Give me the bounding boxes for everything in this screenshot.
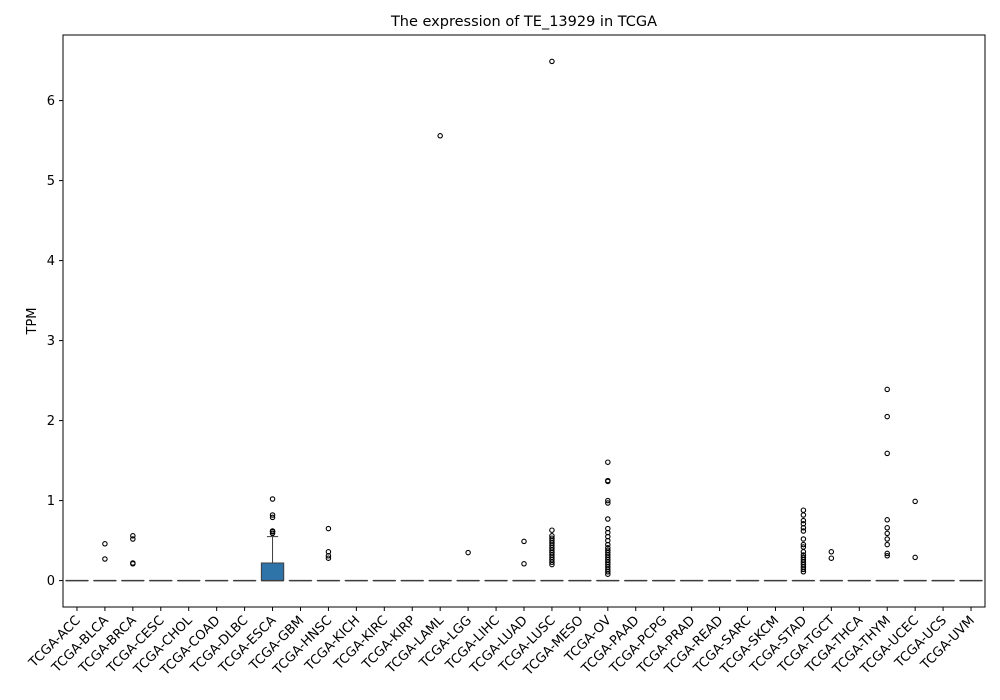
outlier-point (884, 413, 890, 420)
outlier-point (465, 549, 471, 556)
outlier-point (800, 541, 807, 548)
outlier-point (549, 561, 555, 568)
chart-title: The expression of TE_13929 in TCGA (390, 14, 657, 30)
outlier-point (828, 549, 835, 555)
outlier-point (800, 528, 807, 534)
outlier-point (884, 541, 890, 548)
outlier-point (800, 566, 807, 573)
outlier-point (800, 569, 807, 575)
outlier-point (102, 541, 108, 547)
y-tick-label: 0 (47, 574, 55, 589)
outlier-point (605, 500, 611, 506)
outlier-point (884, 517, 890, 523)
y-tick-label: 2 (47, 414, 55, 429)
outlier-point (325, 525, 332, 532)
outlier-point (269, 512, 276, 518)
outlier-point (605, 571, 611, 577)
outlier-point (269, 530, 276, 537)
outlier-point (800, 507, 807, 513)
outlier-point (605, 497, 611, 504)
outlier-point (605, 478, 611, 485)
outlier-point (549, 58, 555, 65)
outlier-point (521, 561, 527, 567)
outlier-point (605, 541, 611, 548)
outlier-point (884, 530, 890, 537)
outlier-point (437, 133, 443, 139)
outlier-point (269, 514, 276, 521)
outlier-point (884, 550, 890, 557)
outlier-point (605, 516, 611, 522)
outlier-point (521, 538, 527, 545)
outlier-point (102, 556, 108, 562)
outlier-point (130, 536, 136, 542)
outlier-point (800, 517, 807, 524)
outlier-point (130, 561, 136, 567)
outlier-point (884, 536, 890, 542)
outlier-point (884, 525, 890, 531)
outlier-point (800, 512, 807, 518)
plot-area: 0123456TCGA-ACCTCGA-BLCATCGA-BRCATCGA-CE… (26, 34, 986, 679)
outlier-point (605, 459, 611, 465)
outlier-point (800, 536, 807, 542)
outlier-point (828, 555, 835, 561)
y-tick-label: 5 (47, 174, 55, 189)
box (260, 562, 285, 582)
outlier-point (800, 525, 807, 531)
outlier-point (549, 559, 555, 565)
outlier-point (800, 549, 807, 555)
y-axis-label: TPM (25, 308, 40, 336)
axes-frame (62, 34, 986, 608)
y-tick-label: 3 (47, 334, 55, 349)
outlier-point (325, 553, 332, 559)
outlier-point (549, 527, 555, 533)
outlier-point (605, 569, 611, 575)
outlier-point (912, 498, 918, 505)
outlier-point (130, 533, 136, 539)
outlier-point (325, 555, 332, 561)
y-tick-label: 4 (47, 254, 55, 269)
outlier-point (884, 386, 890, 393)
y-tick-label: 1 (47, 494, 55, 509)
outlier-point (269, 496, 276, 502)
y-tick-label: 6 (47, 94, 55, 109)
outlier-point (912, 554, 918, 561)
outlier-point (884, 450, 890, 457)
outlier-point (884, 553, 890, 559)
